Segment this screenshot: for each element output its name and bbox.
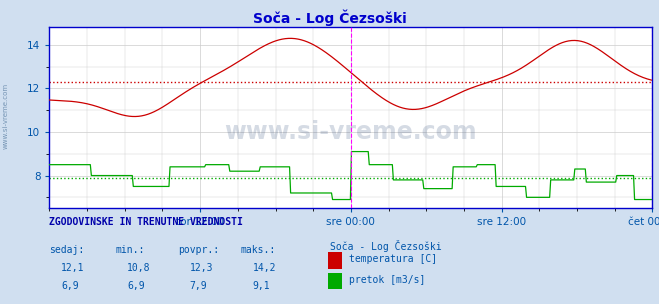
Text: 14,2: 14,2 — [252, 263, 276, 273]
Text: 12,1: 12,1 — [61, 263, 85, 273]
Text: www.si-vreme.com: www.si-vreme.com — [225, 120, 477, 144]
Text: temperatura [C]: temperatura [C] — [349, 254, 438, 264]
Text: 12,3: 12,3 — [190, 263, 214, 273]
Text: 6,9: 6,9 — [127, 281, 145, 291]
Text: ZGODOVINSKE IN TRENUTNE VREDNOSTI: ZGODOVINSKE IN TRENUTNE VREDNOSTI — [49, 217, 243, 227]
Text: povpr.:: povpr.: — [178, 245, 219, 255]
Text: pretok [m3/s]: pretok [m3/s] — [349, 275, 426, 285]
Text: Soča - Log Čezsoški: Soča - Log Čezsoški — [252, 9, 407, 26]
Text: maks.:: maks.: — [241, 245, 275, 255]
Text: 10,8: 10,8 — [127, 263, 151, 273]
Text: 6,9: 6,9 — [61, 281, 79, 291]
Text: Soča - Log Čezsoški: Soča - Log Čezsoški — [330, 240, 441, 252]
Text: 7,9: 7,9 — [190, 281, 208, 291]
Text: min.:: min.: — [115, 245, 145, 255]
Text: www.si-vreme.com: www.si-vreme.com — [2, 82, 9, 149]
Text: sedaj:: sedaj: — [49, 245, 84, 255]
Text: 9,1: 9,1 — [252, 281, 270, 291]
